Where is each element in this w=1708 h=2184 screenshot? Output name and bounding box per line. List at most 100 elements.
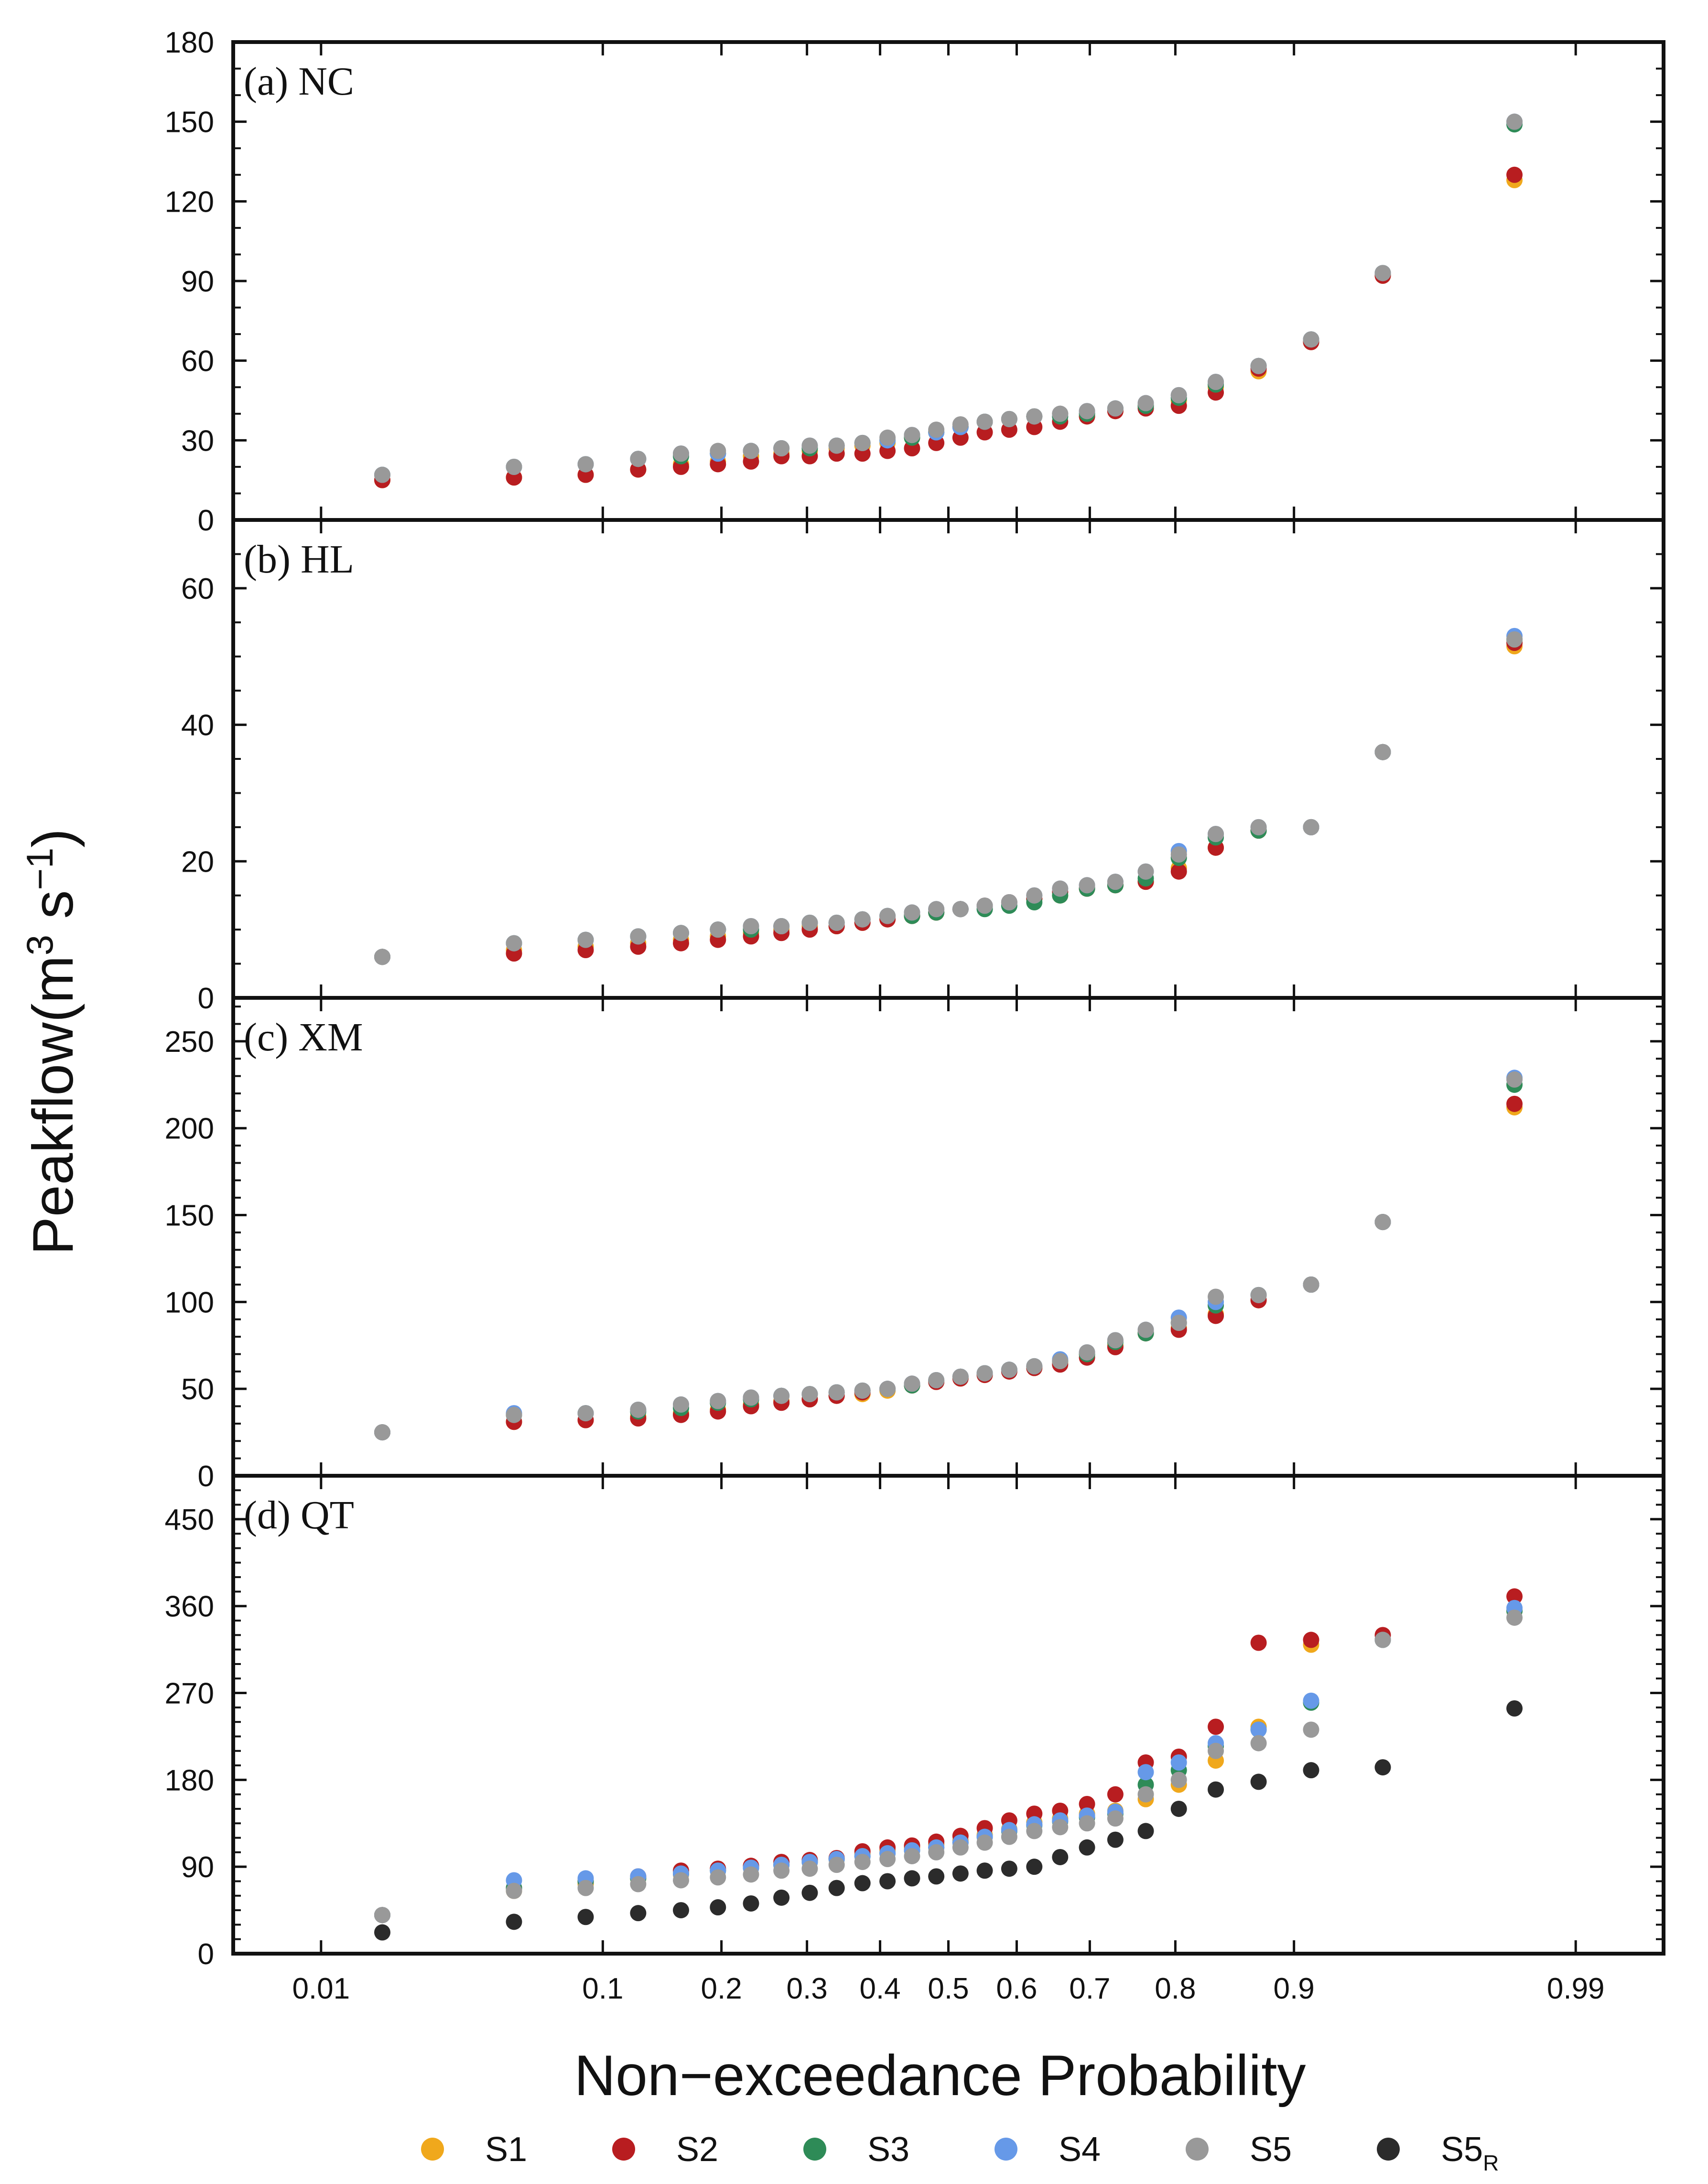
data-point: [672, 1872, 689, 1889]
data-point: [1079, 1815, 1095, 1832]
data-point: [879, 429, 896, 446]
data-point: [1170, 1772, 1187, 1788]
y-tick-label: 30: [181, 424, 214, 457]
x-tick-label: 0.3: [786, 1972, 827, 2005]
data-point: [879, 1851, 896, 1868]
data-point: [1208, 826, 1224, 843]
data-point: [773, 440, 790, 456]
y-tick-label: 50: [181, 1373, 214, 1406]
data-point: [1506, 631, 1523, 648]
data-point: [710, 1393, 726, 1409]
data-point: [374, 1424, 390, 1441]
legend-item: S3: [803, 2130, 909, 2169]
series-S2: [374, 1588, 1523, 1924]
data-point: [1374, 1759, 1391, 1776]
data-point: [672, 1902, 689, 1919]
y-tick-label: 0: [198, 504, 214, 537]
data-point: [1374, 265, 1391, 281]
data-point: [1137, 395, 1154, 411]
data-point: [374, 466, 390, 483]
data-point: [1026, 1823, 1043, 1839]
data-point: [374, 1907, 390, 1924]
data-point: [743, 1866, 759, 1883]
y-tick-label: 250: [165, 1026, 214, 1059]
data-point: [879, 1381, 896, 1397]
data-point: [904, 904, 920, 921]
data-point: [374, 949, 390, 965]
data-point: [743, 443, 759, 459]
legend-item: S4: [995, 2130, 1101, 2169]
data-point: [828, 1384, 845, 1401]
data-point: [743, 918, 759, 934]
data-point: [976, 1365, 993, 1382]
data-point: [801, 1884, 818, 1901]
y-tick-label: 450: [165, 1503, 214, 1536]
data-point: [828, 1857, 845, 1873]
data-point: [1079, 1344, 1095, 1361]
y-tick-label: 360: [165, 1590, 214, 1623]
data-point: [801, 914, 818, 931]
data-point: [854, 911, 871, 928]
data-point: [1170, 387, 1187, 403]
data-point: [1137, 1786, 1154, 1803]
panel-title: (c) XM: [244, 1015, 363, 1060]
y-axis-title: Peakflow(m3 s−1): [19, 829, 85, 1255]
series-S3: [374, 1602, 1523, 1924]
data-point: [976, 1862, 993, 1879]
data-point: [1303, 819, 1319, 835]
data-point: [952, 1368, 969, 1385]
data-point: [904, 1375, 920, 1392]
panel-frame: [231, 518, 1665, 1000]
x-axis-title: Non−exceedance Probability: [574, 2043, 1306, 2108]
data-point: [1250, 1287, 1267, 1303]
legend-label: S5R: [1441, 2130, 1499, 2175]
series-S3: [374, 116, 1523, 483]
y-tick-label: 150: [165, 106, 214, 139]
series-S2: [374, 635, 1523, 965]
y-tick-label: 0: [198, 982, 214, 1015]
data-point: [801, 437, 818, 454]
data-point: [1052, 1353, 1069, 1369]
data-point: [854, 1875, 871, 1892]
legend-marker: [421, 2138, 444, 2161]
series-S1: [374, 172, 1523, 488]
legend-label: S2: [676, 2130, 718, 2169]
data-point: [1303, 1692, 1319, 1709]
data-point: [577, 1909, 594, 1925]
data-point: [1506, 1588, 1523, 1605]
data-point: [1250, 819, 1267, 835]
series-S5R: [374, 1700, 1523, 1941]
data-point: [1374, 1632, 1391, 1648]
data-point: [1001, 1828, 1017, 1845]
x-tick-label: 0.9: [1274, 1972, 1315, 2005]
panel-frame: [231, 1474, 1665, 1956]
data-point: [630, 1401, 647, 1418]
data-point: [1506, 1071, 1523, 1088]
panel-title: (b) HL: [244, 537, 354, 582]
data-point: [801, 1860, 818, 1877]
legend-item: S5: [1186, 2130, 1292, 2169]
data-point: [976, 897, 993, 914]
data-point: [904, 427, 920, 443]
data-point: [976, 1834, 993, 1851]
x-tick-label: 0.6: [996, 1972, 1037, 2005]
data-point: [630, 1876, 647, 1892]
data-point: [506, 935, 522, 951]
data-point: [1137, 1764, 1154, 1781]
data-point: [1107, 1332, 1124, 1349]
series-S3: [374, 1076, 1523, 1441]
data-point: [1303, 1276, 1319, 1293]
data-point: [1303, 1762, 1319, 1779]
data-point: [1303, 331, 1319, 348]
data-point: [1001, 894, 1017, 910]
series-S1: [374, 1602, 1523, 1924]
data-point: [630, 928, 647, 945]
x-tick-label: 0.7: [1069, 1972, 1110, 2005]
legend-label: S4: [1059, 2130, 1101, 2169]
x-tick-label: 0.1: [582, 1972, 623, 2005]
x-tick-label: 0.99: [1547, 1972, 1605, 2005]
panel-frame: [231, 996, 1665, 1478]
data-point: [1001, 1362, 1017, 1378]
y-tick-label: 0: [198, 1460, 214, 1493]
data-point: [879, 1873, 896, 1890]
